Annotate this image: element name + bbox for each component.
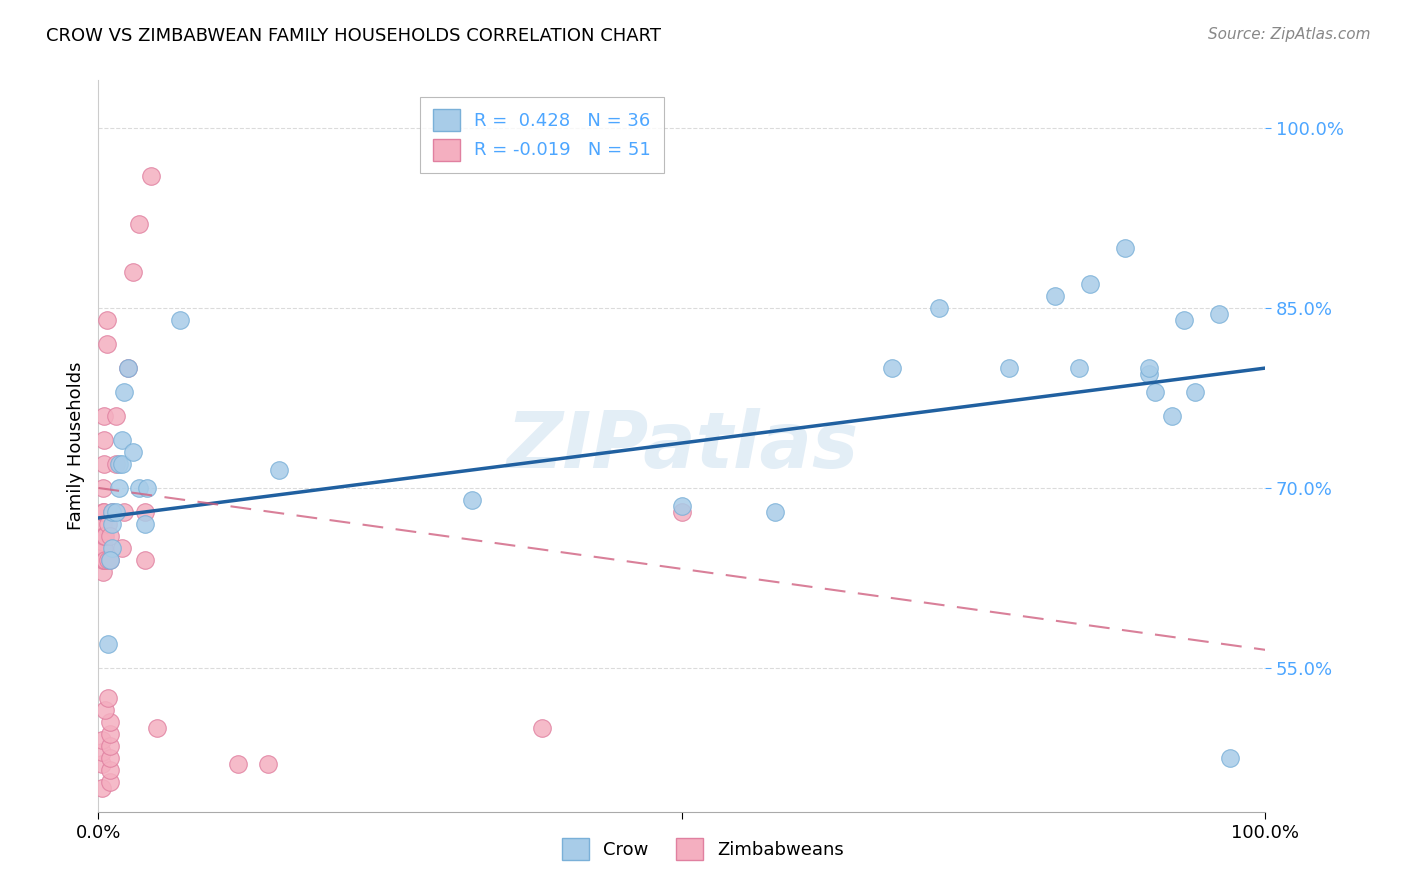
Point — [1219, 751, 1241, 765]
Point — [90, 756, 112, 771]
Point — [1067, 361, 1090, 376]
Point — [111, 457, 134, 471]
Point — [93, 457, 115, 471]
Point — [93, 529, 115, 543]
Legend: Crow, Zimbabweans: Crow, Zimbabweans — [547, 823, 859, 874]
Point — [139, 169, 162, 184]
Point — [93, 409, 115, 423]
Point — [122, 265, 145, 279]
Point — [1137, 361, 1160, 376]
Point — [104, 457, 127, 471]
Point — [146, 721, 169, 735]
Point — [101, 505, 124, 519]
Point — [96, 313, 118, 327]
Point — [1161, 409, 1184, 423]
Legend: R =  0.428   N = 36, R = -0.019   N = 51: R = 0.428 N = 36, R = -0.019 N = 51 — [420, 96, 664, 173]
Point — [461, 492, 484, 507]
Point — [98, 529, 121, 543]
Point — [671, 499, 693, 513]
Point — [101, 505, 124, 519]
Point — [98, 739, 121, 753]
Point — [134, 505, 156, 519]
Point — [93, 553, 115, 567]
Point — [91, 565, 114, 579]
Point — [98, 553, 121, 567]
Text: ZIPatlas: ZIPatlas — [506, 408, 858, 484]
Text: Source: ZipAtlas.com: Source: ZipAtlas.com — [1208, 27, 1371, 42]
Point — [1143, 385, 1166, 400]
Point — [111, 541, 134, 555]
Point — [136, 481, 159, 495]
Point — [93, 433, 115, 447]
Point — [91, 529, 114, 543]
Point — [101, 516, 124, 531]
Point — [91, 553, 114, 567]
Point — [94, 703, 117, 717]
Point — [169, 313, 191, 327]
Point — [1137, 367, 1160, 381]
Point — [98, 763, 121, 777]
Point — [91, 541, 114, 555]
Point — [1208, 307, 1230, 321]
Point — [91, 505, 114, 519]
Point — [671, 505, 693, 519]
Point — [112, 385, 135, 400]
Point — [763, 505, 786, 519]
Point — [101, 541, 124, 555]
Point — [97, 553, 120, 567]
Point — [228, 756, 250, 771]
Y-axis label: Family Households: Family Households — [66, 362, 84, 530]
Point — [93, 541, 115, 555]
Point — [98, 774, 121, 789]
Point — [96, 337, 118, 351]
Point — [111, 433, 134, 447]
Point — [104, 409, 127, 423]
Text: CROW VS ZIMBABWEAN FAMILY HOUSEHOLDS CORRELATION CHART: CROW VS ZIMBABWEAN FAMILY HOUSEHOLDS COR… — [46, 27, 661, 45]
Point — [880, 361, 903, 376]
Point — [91, 535, 114, 549]
Point — [90, 780, 112, 795]
Point — [128, 217, 150, 231]
Point — [98, 714, 121, 729]
Point — [97, 516, 120, 531]
Point — [128, 481, 150, 495]
Point — [98, 727, 121, 741]
Point — [134, 516, 156, 531]
Point — [90, 745, 112, 759]
Point — [134, 553, 156, 567]
Point — [1114, 241, 1136, 255]
Point — [1080, 277, 1102, 292]
Point — [91, 481, 114, 495]
Point — [98, 553, 121, 567]
Point — [928, 301, 950, 315]
Point — [104, 505, 127, 519]
Point — [108, 481, 131, 495]
Point — [1184, 385, 1206, 400]
Point — [1173, 313, 1195, 327]
Point — [90, 732, 112, 747]
Point — [97, 690, 120, 705]
Point — [256, 756, 278, 771]
Point — [530, 721, 553, 735]
Point — [269, 463, 291, 477]
Point — [97, 637, 120, 651]
Point — [117, 361, 139, 376]
Point — [91, 516, 114, 531]
Point — [94, 553, 117, 567]
Point — [997, 361, 1019, 376]
Point — [93, 505, 115, 519]
Point — [1045, 289, 1067, 303]
Point — [112, 505, 135, 519]
Point — [108, 457, 131, 471]
Point — [122, 445, 145, 459]
Point — [94, 529, 117, 543]
Point — [98, 751, 121, 765]
Point — [117, 361, 139, 376]
